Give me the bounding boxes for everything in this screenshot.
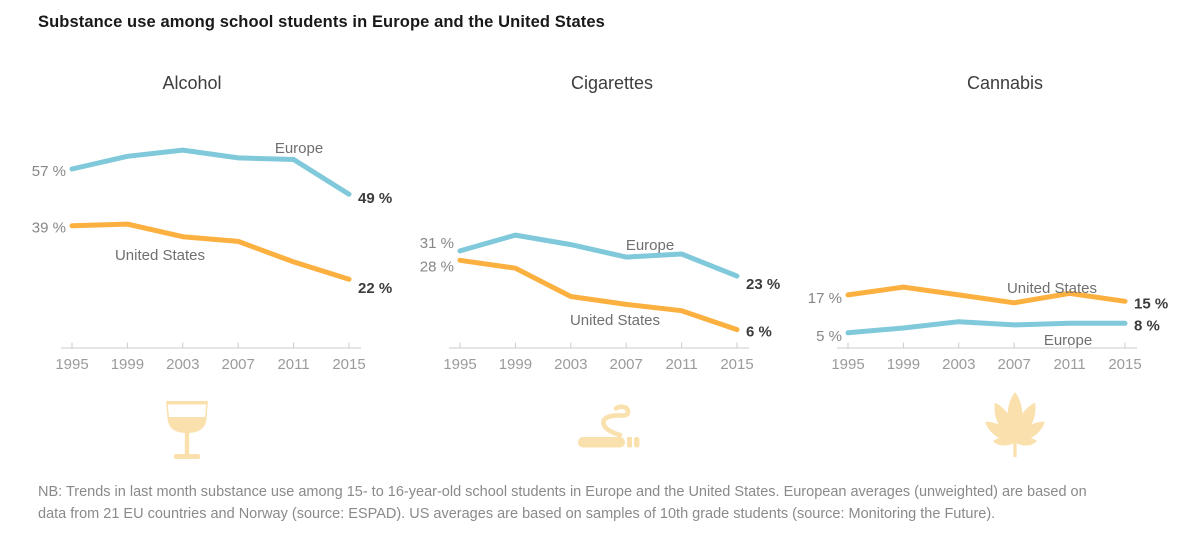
- figure-title: Substance use among school students in E…: [38, 13, 605, 31]
- series-end-label: 49 %: [358, 190, 392, 207]
- x-tick-label: 1995: [831, 356, 864, 373]
- series-start-label: 28 %: [420, 258, 454, 275]
- series-start-label: 17 %: [808, 290, 842, 307]
- x-tick-label: 2015: [332, 356, 365, 373]
- series-end-label: 22 %: [358, 280, 392, 297]
- x-tick-label: 2007: [610, 356, 643, 373]
- series-start-label: 57 %: [32, 163, 66, 180]
- series-name-label: Europe: [626, 237, 674, 254]
- panel-title: Alcohol: [162, 73, 221, 93]
- figure-note: NB: Trends in last month substance use a…: [38, 481, 1087, 525]
- panel-title: Cannabis: [967, 73, 1043, 93]
- series-line-europe: [845, 319, 1128, 336]
- series-end-label: 15 %: [1134, 295, 1168, 312]
- x-tick-label: 2003: [942, 356, 975, 373]
- series-line-united-states: [845, 284, 1128, 306]
- x-tick-label: 2011: [1053, 356, 1085, 373]
- series-line-united-states: [69, 221, 352, 282]
- series-start-label: 5 %: [816, 328, 842, 345]
- wine-glass-icon: [166, 401, 208, 459]
- x-tick-label: 1999: [111, 356, 144, 373]
- series-end-label: 6 %: [746, 324, 772, 341]
- series-name-label: United States: [1007, 280, 1097, 297]
- series-end-label: 8 %: [1134, 317, 1160, 334]
- x-tick-label: 2011: [277, 356, 309, 373]
- note-line-2: data from 21 EU countries and Norway (so…: [38, 506, 996, 522]
- x-tick-label: 1999: [499, 356, 532, 373]
- x-tick-label: 1995: [443, 356, 476, 373]
- x-tick-label: 2015: [720, 356, 753, 373]
- series-end-label: 23 %: [746, 276, 780, 293]
- note-line-1: NB: Trends in last month substance use a…: [38, 484, 1087, 500]
- series-line-europe: [69, 147, 352, 197]
- x-tick-label: 2011: [665, 356, 697, 373]
- x-tick-label: 1995: [55, 356, 88, 373]
- x-tick-label: 2003: [554, 356, 587, 373]
- series-start-label: 31 %: [420, 235, 454, 252]
- series-name-label: United States: [570, 312, 660, 329]
- series-start-label: 39 %: [32, 220, 66, 237]
- cannabis-leaf-icon: [985, 392, 1045, 457]
- series-line-europe: [457, 232, 740, 279]
- panel-title: Cigarettes: [571, 73, 653, 93]
- x-tick-label: 2007: [222, 356, 255, 373]
- series-line-united-states: [457, 257, 740, 333]
- series-name-label: United States: [115, 247, 205, 264]
- x-tick-label: 2003: [166, 356, 199, 373]
- x-tick-label: 2015: [1108, 356, 1141, 373]
- series-name-label: Europe: [1044, 332, 1092, 349]
- cigarette-icon: [578, 404, 640, 448]
- x-tick-label: 2007: [998, 356, 1031, 373]
- x-tick-label: 1999: [887, 356, 920, 373]
- series-name-label: Europe: [275, 140, 323, 157]
